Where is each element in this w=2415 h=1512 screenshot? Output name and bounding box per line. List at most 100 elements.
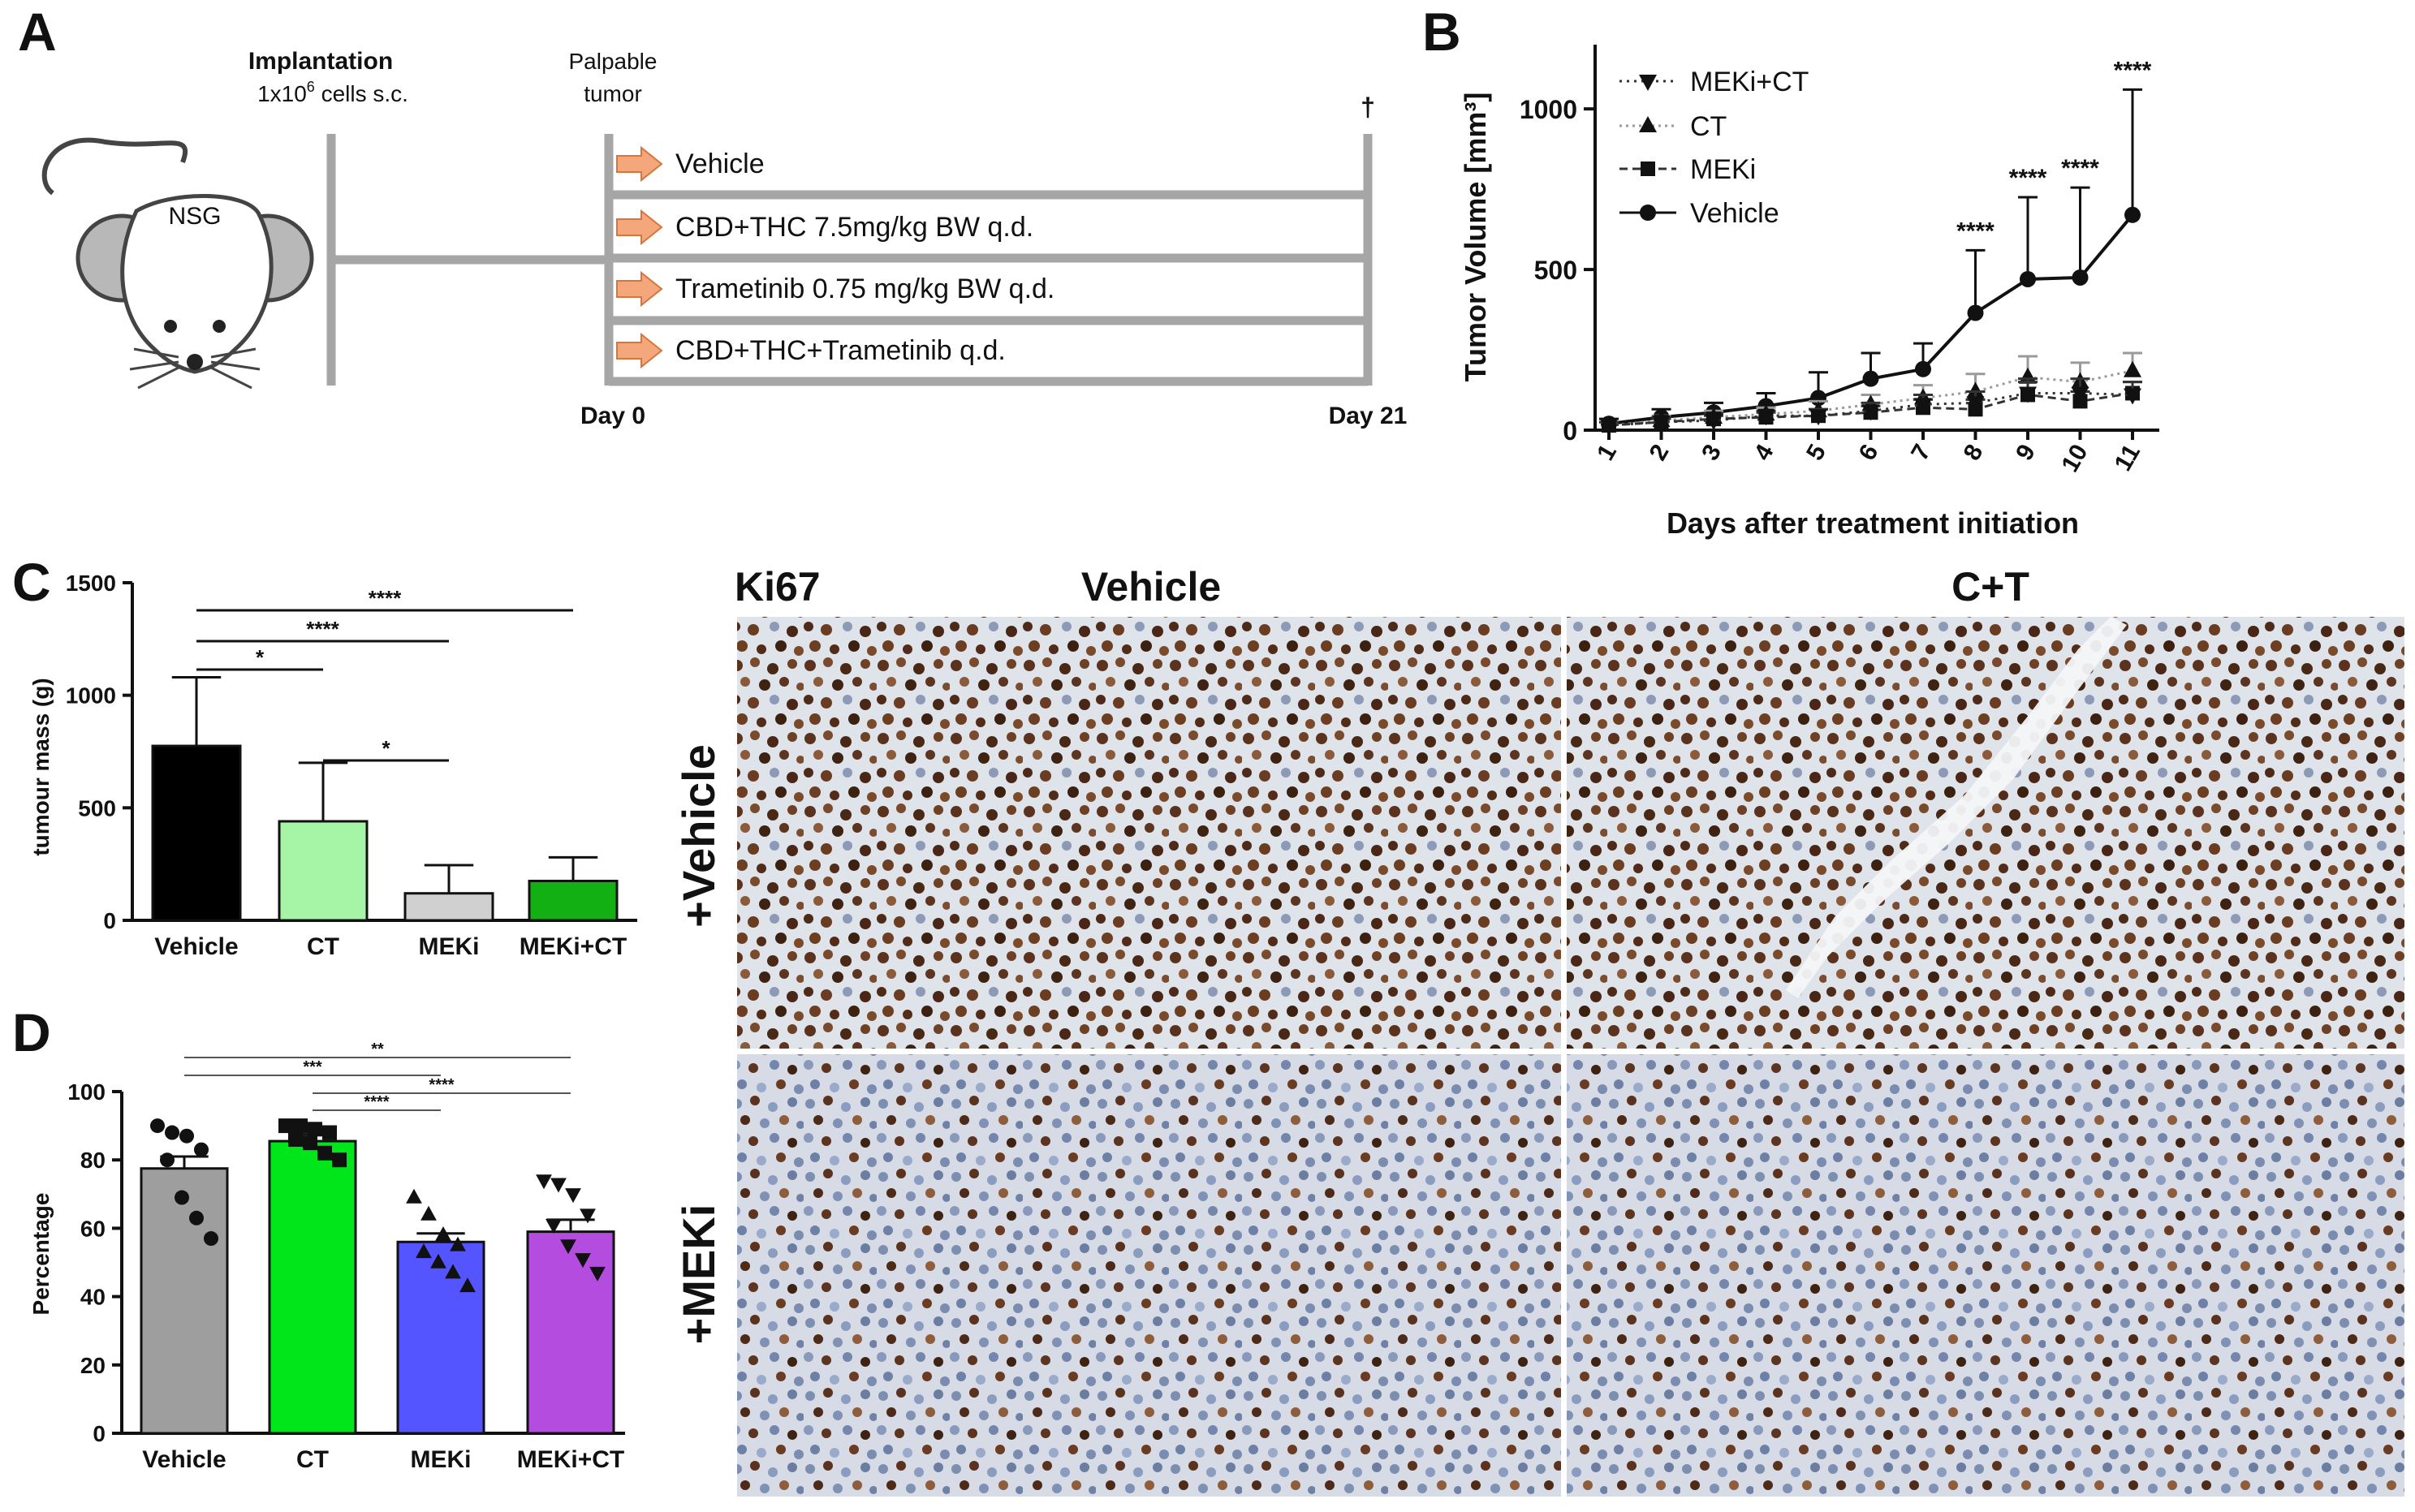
chartC-category-label: CT — [307, 933, 339, 960]
chartD-datapoint — [179, 1128, 194, 1144]
chart-b-point — [2019, 386, 2037, 403]
chartD-datapoint — [450, 1236, 466, 1251]
chart-b-legend-marker — [1639, 116, 1657, 132]
chartD-datapoint — [293, 1118, 308, 1134]
implantation-title: Implantation — [248, 48, 393, 75]
row-label-meki: +MEKi — [673, 1204, 724, 1345]
chartD-datapoint — [580, 1208, 596, 1224]
chart-b-point — [2124, 360, 2141, 377]
chart-d-ylabel: Percentage — [28, 1193, 54, 1316]
chartC-comparison-label: * — [256, 645, 265, 670]
chart-b-point — [1861, 404, 1880, 421]
chartD-datapoint — [430, 1253, 446, 1269]
chart-b-significance: **** — [1956, 218, 1995, 244]
chartD-bar-vehicle — [140, 1167, 229, 1435]
chartD-datapoint — [420, 1205, 437, 1221]
chart-b-significance: **** — [2061, 155, 2099, 182]
chartD-datapoint — [194, 1142, 209, 1157]
mouse-label: NSG — [168, 203, 221, 230]
chart-b-xtick-label: 4 — [1749, 440, 1779, 465]
micrograph-ct-vehicle — [1567, 617, 2404, 1049]
chartD-ytick-label: 100 — [67, 1079, 106, 1105]
chartD-category-label: CT — [296, 1446, 329, 1473]
chart-b-point — [1966, 396, 1985, 413]
chartC-ytick-label: 1000 — [66, 683, 116, 709]
chart-b-point — [1966, 381, 1985, 398]
chart-b-legend-label: MEKi+CT — [1690, 67, 1809, 97]
chart-c: tumour mass (g) 0 500 1000 1500 Vehicle CT MEK… — [28, 571, 637, 960]
treatment-groups: Vehicle CBD+THC 7.5mg/kg BW q.d. Trametini… — [616, 145, 1054, 369]
chartD-ytick-label: 80 — [80, 1148, 106, 1173]
chartD-datapoint — [303, 1135, 317, 1151]
chartD-datapoint — [175, 1190, 189, 1205]
chart-b-point — [2124, 388, 2141, 405]
chart-b-legend-marker — [1640, 205, 1656, 221]
panel-label-d: D — [12, 1002, 51, 1062]
chart-b-series-meki-ct — [1599, 377, 2142, 436]
chartD-datapoint — [550, 1178, 567, 1193]
chart-b-ytick-label: 500 — [1534, 256, 1577, 285]
chartC-comparison-label: **** — [369, 586, 402, 610]
panel-c: C tumour mass (g) 0 500 1000 1500 Vehicle CT M… — [12, 552, 637, 960]
chart-b-point — [1914, 398, 1932, 415]
column-label-vehicle: Vehicle — [1081, 564, 1221, 610]
chart-b-point — [1915, 360, 1931, 377]
chart-b-point — [1967, 304, 1984, 321]
chartD-datapoint — [204, 1231, 218, 1247]
chart-b-point — [1757, 409, 1775, 426]
panel-label-b: B — [1422, 2, 1461, 62]
chartD-datapoint — [322, 1125, 337, 1140]
chartC-category-label: MEKi+CT — [520, 933, 627, 960]
ki67-micrographs: Ki67 Vehicle C+T +Vehicle +MEKi — [673, 564, 2404, 1497]
chart-b-significance: **** — [2009, 165, 2047, 192]
chart-b: Tumor Volume [mm³] Days after treatment … — [1459, 45, 2159, 540]
chart-d: Percentage 0 20 40 60 80 100 Vehicle CT MEKi MEKi… — [28, 1040, 625, 1473]
chart-b-xtick-label: 6 — [1854, 440, 1884, 465]
micrograph-vehicle-meki — [737, 1054, 1561, 1497]
chartD-ytick-label: 0 — [93, 1421, 106, 1446]
chart-b-point — [1809, 409, 1827, 426]
chart-b-point — [1600, 419, 1618, 436]
chartD-comparison-label: *** — [303, 1058, 322, 1076]
micrograph-vehicle-vehicle — [737, 617, 1561, 1049]
mouse-eye-left — [164, 320, 177, 333]
implantation-detail: 1x106 cells s.c. — [257, 79, 408, 106]
group-label-1: Vehicle — [675, 149, 765, 179]
chartD-category-label: MEKi — [411, 1446, 472, 1473]
chart-b-ylabel: Tumor Volume [mm³] — [1459, 93, 1492, 382]
chart-b-legend-label: CT — [1690, 111, 1727, 142]
arrow-icon-group-3 — [616, 270, 663, 308]
chartD-datapoint — [406, 1188, 422, 1204]
chartC-bar-vehicle — [151, 744, 242, 922]
chart-c-ylabel: tumour mass (g) — [28, 678, 54, 855]
palpable-label-line1: Palpable — [569, 49, 658, 74]
chartD-datapoint — [150, 1118, 165, 1134]
chartD-bar-meki-ct — [526, 1230, 615, 1435]
chartD-bar-meki — [396, 1240, 485, 1435]
mouse-eye-right — [213, 320, 226, 333]
chart-b-xtick-label: 7 — [1906, 440, 1936, 465]
chartD-datapoint — [189, 1210, 204, 1226]
chart-b-legend-marker — [1639, 75, 1657, 91]
chartC-category-label: MEKi — [419, 933, 480, 960]
chartD-datapoint — [565, 1188, 581, 1204]
palpable-label-line2: tumor — [584, 81, 642, 106]
chartD-ytick-label: 40 — [80, 1285, 106, 1310]
chartD-comparison-label: **** — [364, 1093, 389, 1111]
arrow-icon-group-4 — [616, 332, 663, 369]
micrograph-ct-meki — [1567, 1054, 2404, 1497]
endpoint-dagger: † — [1361, 93, 1375, 122]
chart-b-point — [2020, 270, 2036, 287]
chartD-datapoint — [308, 1122, 322, 1137]
mouse-illustration: NSG — [41, 137, 314, 390]
group-label-2: CBD+THC 7.5mg/kg BW q.d. — [675, 212, 1033, 243]
chartD-ytick-label: 60 — [80, 1216, 106, 1241]
chart-b-xtick-label: 1 — [1592, 440, 1622, 465]
chart-b-legend-label: Vehicle — [1690, 198, 1779, 229]
panel-label-a: A — [18, 2, 57, 62]
chartD-comparison-label: **** — [429, 1076, 454, 1094]
chartD-datapoint — [160, 1152, 175, 1168]
tissue-gap — [1786, 617, 2127, 998]
chart-b-xtick-label: 11 — [2110, 440, 2145, 476]
